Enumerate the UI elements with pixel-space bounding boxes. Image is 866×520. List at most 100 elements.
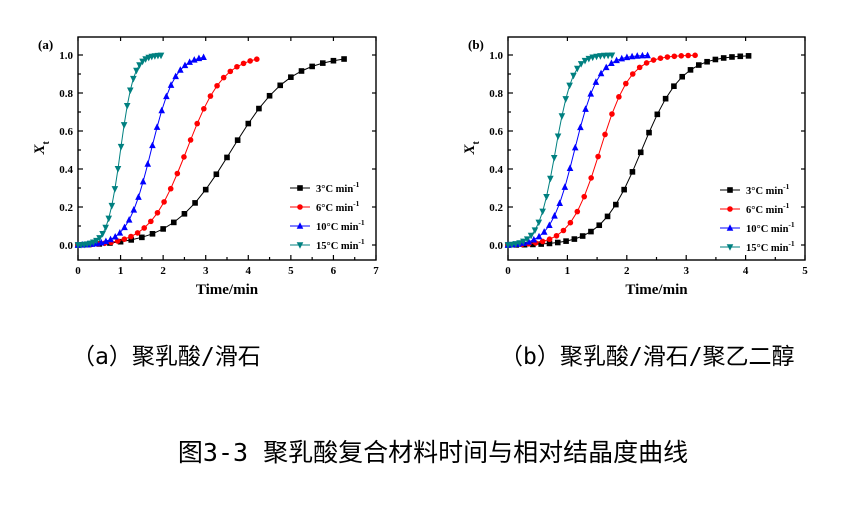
y-tick-label: 0.0 (59, 240, 73, 252)
x-axis-title: Time/min (196, 282, 259, 298)
data-point-15 (93, 237, 100, 245)
data-point-10 (546, 221, 553, 229)
data-point-3 (662, 95, 669, 102)
data-point-3 (181, 211, 188, 217)
data-point-10 (561, 183, 569, 190)
data-point-6 (154, 209, 161, 216)
data-point-15 (117, 143, 125, 151)
data-point-10 (111, 232, 119, 240)
legend-item-15: 15°C min-1 (290, 237, 365, 252)
data-point-15 (130, 75, 137, 83)
series-3 (505, 53, 752, 248)
legend-label: 6°C min-1 (746, 201, 790, 216)
x-tick-label: 0 (505, 265, 511, 277)
panel-label: (a) (38, 37, 53, 52)
y-tick-label: 1.0 (59, 50, 73, 62)
data-point-15 (570, 72, 577, 80)
data-point-10 (592, 78, 600, 85)
data-point-3 (588, 228, 594, 235)
data-point-3 (117, 238, 124, 245)
y-tick-label: 0.4 (59, 164, 73, 176)
data-point-10 (613, 56, 620, 64)
data-point-6 (678, 53, 685, 59)
data-point-3 (637, 149, 644, 156)
y-tick-label: 0.4 (489, 164, 503, 176)
series-6 (75, 56, 260, 248)
data-point-3 (170, 219, 177, 226)
data-point-3 (571, 236, 578, 242)
data-point-3 (530, 241, 536, 248)
data-point-10 (597, 69, 605, 77)
data-point-6 (253, 56, 260, 62)
data-point-3 (671, 83, 677, 89)
y-tick-label: 0.8 (59, 88, 73, 100)
data-point-10 (139, 177, 147, 185)
data-point-6 (214, 82, 220, 89)
data-point-10 (130, 206, 138, 213)
data-point-10 (556, 199, 563, 206)
panel-label: (b) (468, 37, 484, 52)
data-point-15 (581, 57, 589, 65)
series-line-3 (77, 58, 345, 246)
data-point-6 (234, 63, 240, 70)
legend-label: 10°C min-1 (746, 220, 795, 235)
legend-label: 15°C min-1 (316, 237, 365, 252)
data-point-3 (139, 234, 145, 241)
data-point-15 (108, 202, 116, 210)
caption-b: （b）聚乳酸/滑石/聚乙二醇 (500, 344, 795, 370)
data-point-6 (588, 175, 594, 181)
data-point-3 (654, 111, 661, 118)
data-point-6 (567, 219, 574, 226)
y-tick-label: 0.6 (489, 126, 503, 138)
data-point-6 (595, 153, 601, 160)
data-point-3 (128, 237, 135, 243)
data-point-3 (729, 54, 735, 60)
data-point-10 (116, 229, 124, 236)
data-point-6 (636, 64, 643, 71)
data-point-15 (574, 65, 581, 73)
data-point-10 (163, 92, 170, 100)
data-point-10 (628, 52, 636, 60)
data-point-3 (288, 74, 294, 80)
data-point-15 (543, 193, 550, 201)
series-line-10 (507, 54, 648, 246)
legend-item-10: 10°C min-1 (720, 220, 795, 235)
data-point-15 (558, 113, 566, 120)
data-point-6 (664, 54, 671, 60)
x-tick-label: 7 (373, 265, 379, 277)
data-point-15 (516, 240, 523, 247)
data-point-3 (629, 169, 636, 175)
data-point-3 (160, 226, 166, 232)
data-point-10 (623, 53, 631, 61)
data-point-15 (133, 67, 140, 75)
data-point-10 (587, 90, 595, 97)
data-point-3 (579, 233, 586, 239)
data-point-6 (187, 137, 194, 143)
data-point-6 (692, 52, 698, 59)
data-point-10 (551, 212, 558, 219)
data-point-3 (298, 68, 305, 74)
data-point-15 (535, 219, 543, 227)
data-point-15 (102, 224, 109, 232)
data-point-15 (608, 52, 616, 60)
data-point-3 (563, 238, 569, 244)
data-point-6 (121, 236, 128, 242)
data-point-6 (167, 185, 174, 192)
data-point-6 (657, 55, 664, 62)
data-point-3 (720, 55, 727, 61)
data-point-3 (319, 60, 326, 66)
legend-item-10: 10°C min-1 (290, 218, 365, 233)
series-15 (74, 52, 165, 249)
data-point-15 (123, 102, 131, 110)
data-point-15 (523, 236, 531, 243)
data-point-6 (546, 236, 553, 243)
x-tick-label: 3 (203, 265, 209, 277)
data-point-6 (553, 232, 560, 239)
x-tick-label: 2 (160, 265, 166, 277)
series-line-15 (77, 54, 162, 246)
data-point-15 (105, 215, 113, 223)
data-point-10 (582, 105, 589, 112)
x-tick-label: 2 (624, 265, 630, 277)
data-point-15 (139, 58, 146, 66)
y-tick-label: 0.0 (489, 240, 503, 252)
